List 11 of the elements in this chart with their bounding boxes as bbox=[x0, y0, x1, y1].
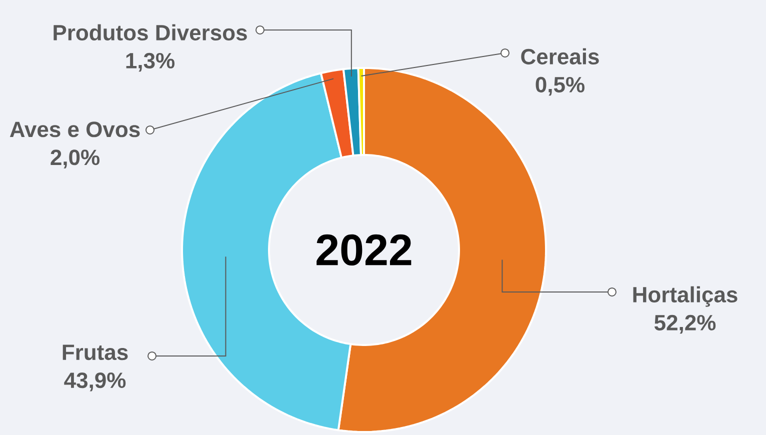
slice-label: Hortaliças bbox=[633, 286, 738, 307]
data-label: 1,3% bbox=[126, 52, 174, 72]
slice-label: Frutas bbox=[62, 344, 128, 360]
slice-label: Produtos Diversos bbox=[54, 24, 247, 40]
slice-label: Cereais bbox=[521, 48, 599, 64]
data-label: 43,9% bbox=[64, 372, 126, 392]
data-label: 52,2% bbox=[654, 314, 716, 334]
slice-label: Aves e Ovos bbox=[10, 122, 140, 138]
text: 2022 bbox=[316, 234, 412, 266]
data-label: 0,5% bbox=[536, 76, 584, 96]
data-label: 2,0% bbox=[50, 150, 100, 168]
